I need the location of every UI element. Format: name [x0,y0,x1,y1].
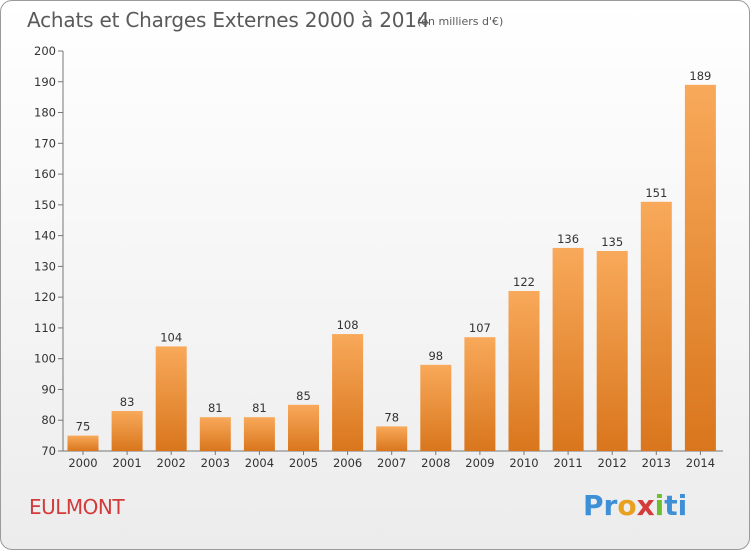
data-label: 136 [557,232,579,246]
y-tick-label: 200 [34,44,56,58]
bar [332,334,364,451]
y-tick-label: 150 [34,198,56,212]
bar [596,251,628,451]
y-tick-label: 80 [41,413,56,427]
y-tick-label: 130 [34,259,56,273]
logo-part: o [617,489,637,522]
data-label: 107 [469,321,491,335]
bar [199,417,231,451]
y-tick-label: 90 [41,382,56,396]
x-tick-label: 2009 [465,456,494,470]
data-label: 81 [208,401,223,415]
x-tick-label: 2003 [201,456,230,470]
logo-part: ti [664,489,688,522]
y-tick-label: 70 [41,444,56,458]
y-tick-label: 110 [34,321,56,335]
data-label: 135 [601,235,623,249]
bar [508,291,540,451]
x-tick-label: 2006 [333,456,362,470]
data-label: 83 [120,395,135,409]
y-tick-label: 140 [34,229,56,243]
bar [640,201,672,451]
y-tick-label: 190 [34,75,56,89]
data-label: 78 [384,410,399,424]
x-tick-label: 2010 [509,456,538,470]
data-label: 75 [76,420,91,434]
y-tick-label: 170 [34,136,56,150]
x-tick-label: 2007 [377,456,406,470]
bar [376,426,408,451]
x-tick-label: 2011 [553,456,582,470]
x-tick-label: 2013 [642,456,671,470]
y-tick-label: 120 [34,290,56,304]
logo-part: i [654,489,665,522]
bar [67,435,99,451]
data-label: 108 [337,318,359,332]
bar [288,404,319,451]
data-label: 81 [252,401,267,415]
data-label: 189 [689,69,711,83]
logo-part: Pr [583,489,618,522]
data-label: 85 [296,389,311,403]
y-tick-label: 160 [34,167,56,181]
bar [464,337,496,451]
logo-part: x [636,489,655,522]
y-tick-label: 100 [34,352,56,366]
data-label: 98 [428,349,443,363]
data-label: 104 [160,330,182,344]
bar [552,247,584,451]
x-tick-label: 2005 [289,456,318,470]
x-tick-label: 2001 [112,456,141,470]
x-tick-label: 2000 [68,456,97,470]
x-tick-label: 2014 [686,456,715,470]
x-tick-label: 2008 [421,456,450,470]
data-label: 122 [513,275,535,289]
x-tick-label: 2012 [598,456,627,470]
data-label: 151 [645,186,667,200]
bar [420,364,452,451]
bar [243,417,275,451]
commune-name: EULMONT [29,495,125,519]
x-tick-label: 2004 [245,456,274,470]
bar [155,346,187,451]
x-tick-label: 2002 [157,456,186,470]
chart-title: Achats et Charges Externes 2000 à 2014 [27,8,430,32]
proxiti-logo: Proxiti [583,489,687,522]
bar [111,411,143,451]
bar [684,84,716,452]
chart-subtitle: (en milliers d'€) [417,15,504,28]
y-tick-label: 180 [34,106,56,120]
